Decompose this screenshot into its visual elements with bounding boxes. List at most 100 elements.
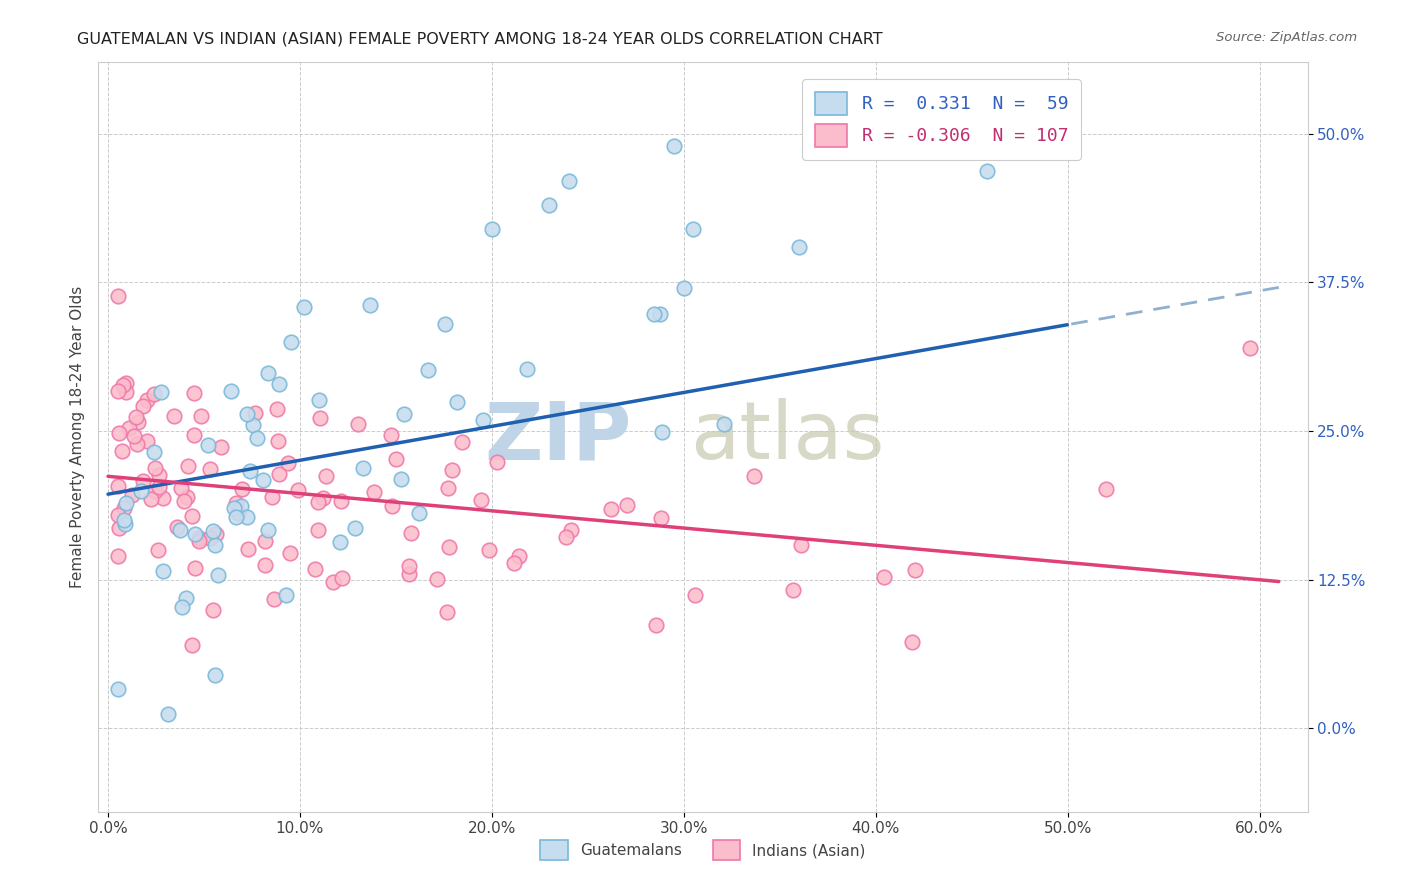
Point: [508, 549, 530, 563]
Point: [538, 198, 561, 212]
Point: [107, 508, 129, 522]
Point: [557, 174, 579, 188]
Point: [389, 472, 412, 486]
Point: [307, 495, 329, 509]
Point: [111, 444, 134, 458]
Point: [260, 490, 283, 504]
Point: [107, 478, 129, 492]
Point: [330, 571, 353, 585]
Point: [599, 501, 621, 516]
Point: [481, 222, 503, 236]
Point: [136, 392, 159, 407]
Point: [172, 599, 194, 614]
Point: [278, 546, 301, 560]
Point: [107, 682, 129, 697]
Point: [107, 426, 129, 441]
Point: [516, 362, 538, 376]
Point: [253, 534, 276, 549]
Point: [436, 605, 458, 619]
Point: [114, 385, 136, 400]
Point: [139, 492, 162, 507]
Point: [274, 588, 297, 602]
Point: [118, 421, 141, 435]
Point: [176, 591, 198, 606]
Point: [343, 521, 366, 535]
Point: [672, 281, 695, 295]
Point: [180, 508, 202, 523]
Point: [176, 458, 198, 473]
Point: [664, 138, 686, 153]
Point: [235, 510, 257, 524]
Point: [143, 386, 166, 401]
Point: [307, 523, 329, 537]
Point: [143, 484, 166, 499]
Point: [446, 395, 468, 409]
Point: [225, 496, 247, 510]
Point: [713, 417, 735, 432]
Point: [269, 467, 291, 482]
Point: [207, 567, 229, 582]
Point: [650, 510, 672, 524]
Point: [976, 164, 998, 178]
Point: [267, 434, 290, 448]
Point: [477, 543, 499, 558]
Point: [437, 540, 460, 554]
Point: [651, 425, 673, 439]
Point: [329, 534, 352, 549]
Point: [200, 462, 222, 476]
Point: [486, 455, 509, 469]
Point: [392, 407, 415, 421]
Point: [112, 501, 135, 516]
Point: [129, 484, 152, 499]
Point: [683, 588, 706, 602]
Text: atlas: atlas: [690, 398, 884, 476]
Point: [124, 429, 146, 443]
Point: [280, 334, 302, 349]
Point: [136, 434, 159, 448]
Point: [184, 561, 207, 575]
Point: [149, 385, 172, 400]
Point: [245, 405, 267, 419]
Point: [555, 531, 578, 545]
Point: [352, 461, 374, 475]
Text: ZIP: ZIP: [484, 398, 631, 476]
Point: [315, 469, 337, 483]
Point: [267, 377, 290, 392]
Point: [204, 538, 226, 552]
Point: [219, 384, 242, 399]
Point: [183, 427, 205, 442]
Point: [131, 475, 153, 489]
Point: [148, 480, 170, 494]
Point: [238, 541, 260, 556]
Point: [108, 521, 131, 535]
Point: [229, 499, 252, 513]
Point: [503, 556, 526, 570]
Point: [277, 456, 299, 470]
Point: [787, 240, 810, 254]
Point: [384, 451, 406, 466]
Point: [308, 410, 330, 425]
Point: [148, 468, 170, 483]
Point: [1239, 341, 1261, 355]
Point: [742, 469, 765, 483]
Point: [645, 618, 668, 632]
Point: [112, 513, 135, 527]
Point: [169, 523, 191, 537]
Point: [470, 493, 492, 508]
Point: [363, 485, 385, 500]
Point: [904, 563, 927, 577]
Point: [359, 298, 381, 312]
Point: [238, 464, 260, 478]
Point: [107, 289, 129, 303]
Point: [183, 385, 205, 400]
Point: [225, 509, 247, 524]
Point: [127, 415, 149, 429]
Point: [176, 490, 198, 504]
Point: [266, 401, 288, 416]
Point: [304, 562, 326, 576]
Text: GUATEMALAN VS INDIAN (ASIAN) FEMALE POVERTY AMONG 18-24 YEAR OLDS CORRELATION CH: GUATEMALAN VS INDIAN (ASIAN) FEMALE POVE…: [77, 31, 883, 46]
Point: [166, 520, 188, 534]
Point: [408, 506, 430, 520]
Point: [143, 461, 166, 475]
Point: [148, 543, 170, 558]
